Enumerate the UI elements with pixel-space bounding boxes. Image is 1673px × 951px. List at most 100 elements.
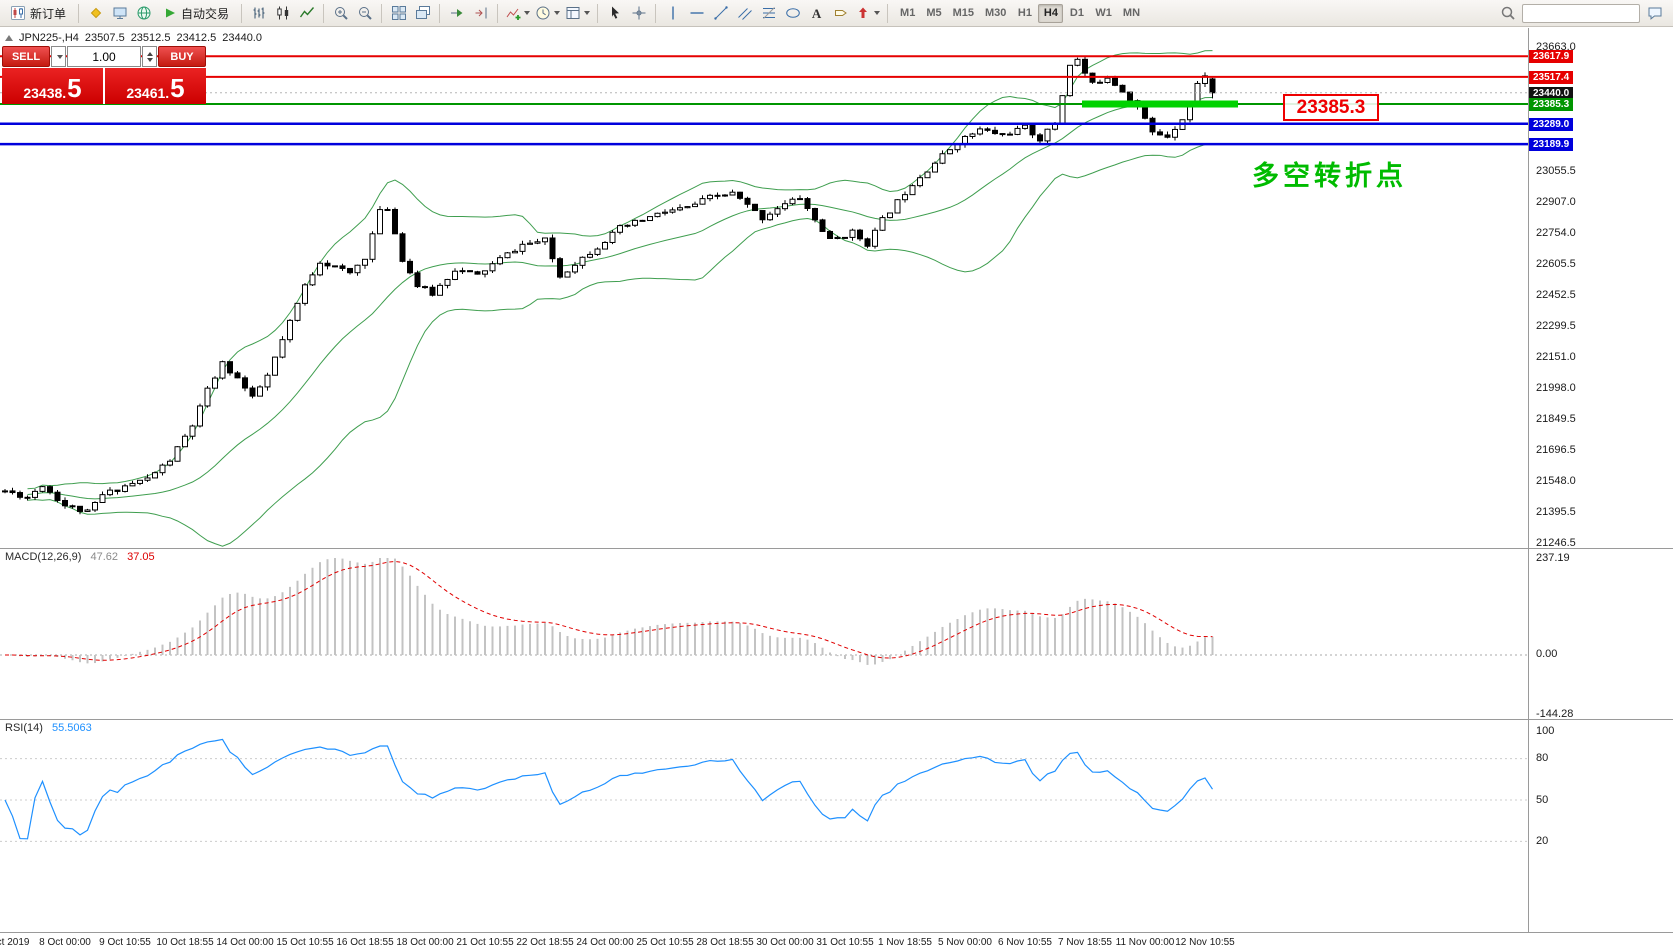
rsi-axis-label: 20 — [1536, 834, 1549, 847]
volume-stepper[interactable] — [142, 46, 157, 67]
date-axis-label: 16 Oct 18:55 — [336, 937, 394, 948]
cascade-windows-button[interactable] — [411, 2, 434, 24]
timeframe-m30-button[interactable]: M30 — [985, 7, 1007, 19]
web-terminal-button[interactable] — [132, 2, 155, 24]
vertical-line-tool-button[interactable] — [661, 2, 684, 24]
volume-preset-dropdown[interactable] — [51, 46, 66, 67]
timeframe-h1-button[interactable]: H1 — [1017, 7, 1032, 19]
resistance-upper-tag: 23617.9 — [1529, 50, 1574, 64]
ohlc-close: 23440.0 — [222, 32, 262, 44]
date-axis[interactable]: 4 Oct 2019 8 Oct 00:00 9 Oct 10:55 10 Oct 1… — [0, 933, 1673, 951]
dropdown-caret[interactable] — [874, 11, 881, 15]
templates-menu-button[interactable] — [563, 2, 592, 24]
dropdown-caret[interactable] — [584, 11, 591, 15]
buy-price-pips: 5 — [170, 73, 185, 104]
line-chart-mode-button[interactable] — [295, 2, 318, 24]
ellipse-icon — [785, 8, 800, 18]
horizontal-line-tool-button[interactable] — [685, 2, 708, 24]
shapes-tool-button[interactable] — [781, 2, 804, 24]
macd-axis-label: -144.28 — [1536, 707, 1574, 720]
timeframe-mn-button[interactable]: MN — [1122, 7, 1141, 19]
cursor-icon — [611, 6, 619, 19]
zoom-out-button[interactable] — [353, 2, 376, 24]
fibonacci-tool-button[interactable] — [757, 2, 780, 24]
periods-menu-button[interactable] — [533, 2, 562, 24]
community-button[interactable] — [84, 2, 107, 24]
cursor-tool-button[interactable] — [603, 2, 626, 24]
zoom-out-icon — [358, 7, 372, 20]
panel-collapse-icon[interactable] — [5, 35, 13, 41]
price-axis[interactable]: 23663.0 23055.5 22907.0 22754.0 22605.5 22452… — [1529, 0, 1673, 932]
symbol-period-label: JPN225-,H4 — [19, 32, 79, 44]
rsi-pane-divider[interactable] — [0, 719, 1673, 720]
toolbar-separator — [323, 3, 325, 23]
date-axis-label: 30 Oct 00:00 — [756, 937, 814, 948]
sell-price-button[interactable]: 23438. 5 — [2, 68, 103, 104]
community-chat-button[interactable] — [1643, 2, 1666, 24]
date-axis-label: 10 Oct 18:55 — [156, 937, 214, 948]
toolbar-separator — [78, 3, 80, 23]
new-order-button[interactable]: 新订单 — [3, 2, 73, 24]
step-down-icon[interactable] — [146, 57, 153, 62]
autotrade-button[interactable]: 自动交易 — [156, 2, 236, 24]
buy-price-button[interactable]: 23461. 5 — [105, 68, 206, 104]
autotrade-label: 自动交易 — [181, 6, 230, 21]
buy-button[interactable]: BUY — [158, 46, 206, 67]
ohlc-high: 23512.5 — [130, 32, 171, 44]
volume-input[interactable] — [67, 46, 141, 67]
price-divider — [103, 68, 105, 104]
arrows-tool-button[interactable] — [853, 2, 882, 24]
rsi-value: 55.5063 — [51, 722, 92, 734]
crosshair-tool-button[interactable] — [627, 2, 650, 24]
date-axis-label: 11 Nov 00:00 — [1115, 937, 1175, 948]
label-tool-button[interactable] — [829, 2, 852, 24]
search-button[interactable] — [1496, 2, 1519, 24]
channel-tool-button[interactable] — [733, 2, 756, 24]
line-chart-icon — [299, 7, 314, 18]
price-axis-label: 21395.5 — [1536, 505, 1576, 518]
chevron-down-icon — [57, 54, 63, 59]
indicators-menu-button[interactable] — [503, 2, 532, 24]
dropdown-caret[interactable] — [524, 11, 531, 15]
timeframe-m1-button[interactable]: M1 — [900, 7, 916, 19]
sell-price-main: 23438. — [23, 84, 67, 101]
zoom-in-button[interactable] — [329, 2, 352, 24]
timeframe-d1-button[interactable]: D1 — [1069, 7, 1084, 19]
charts-window-button[interactable] — [108, 2, 131, 24]
sell-price-pips: 5 — [67, 73, 82, 104]
timeframe-w1-button[interactable]: W1 — [1095, 7, 1112, 19]
ohlc-bars-icon — [253, 7, 265, 19]
text-tool-button[interactable]: A — [805, 2, 828, 24]
auto-scroll-button[interactable] — [445, 2, 468, 24]
vertical-line-icon — [671, 6, 674, 20]
date-axis-label: 12 Nov 10:55 — [1175, 937, 1235, 948]
trendline-icon — [713, 6, 728, 20]
trendline-tool-button[interactable] — [709, 2, 732, 24]
toolbar-separator — [241, 3, 243, 23]
rsi-axis-label: 100 — [1536, 724, 1555, 737]
resistance-lower-tag: 23517.4 — [1529, 70, 1574, 84]
sell-button[interactable]: SELL — [2, 46, 50, 67]
step-up-icon[interactable] — [146, 51, 153, 56]
toolbar-separator — [887, 3, 889, 23]
timeframe-h4-button[interactable]: H4 — [1038, 3, 1064, 23]
globe-icon — [137, 6, 151, 20]
candlestick-mode-button[interactable] — [271, 2, 294, 24]
price-axis-label: 21548.0 — [1536, 474, 1576, 487]
chart-shift-button[interactable] — [469, 2, 492, 24]
timeframe-m15-button[interactable]: M15 — [952, 7, 974, 19]
macd-pane-divider[interactable] — [0, 548, 1673, 549]
date-axis-label: 8 Oct 00:00 — [39, 937, 91, 948]
date-axis-label: 21 Oct 10:55 — [456, 937, 514, 948]
dropdown-caret[interactable] — [554, 11, 561, 15]
tile-windows-button[interactable] — [387, 2, 410, 24]
price-axis-border — [1528, 28, 1529, 932]
toolbar-search-input[interactable] — [1522, 3, 1640, 23]
fibonacci-icon — [762, 7, 775, 19]
rsi-title: RSI(14) — [5, 722, 43, 734]
timeframe-m5-button[interactable]: M5 — [926, 7, 942, 19]
text-icon: A — [811, 5, 822, 21]
bar-chart-mode-button[interactable] — [247, 2, 270, 24]
date-axis-label: 9 Oct 10:55 — [99, 937, 151, 948]
